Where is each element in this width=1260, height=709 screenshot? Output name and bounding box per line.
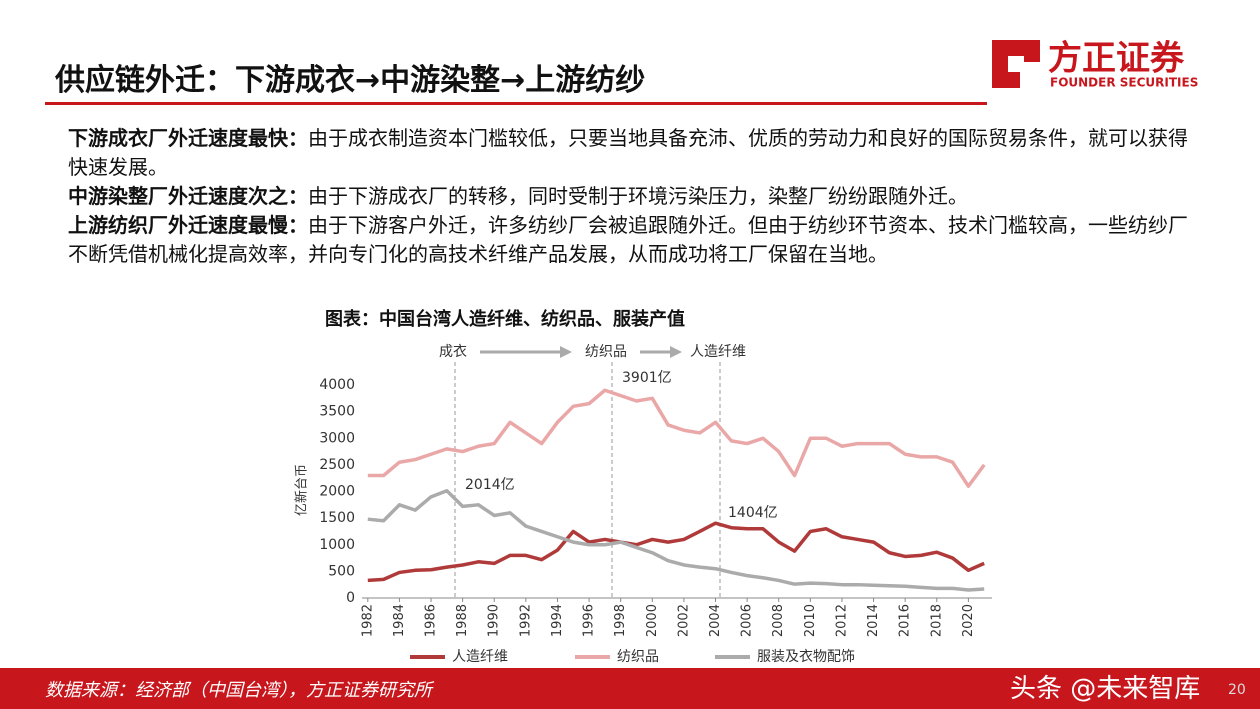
y-tick-label: 3500: [319, 404, 355, 420]
paragraph-text: 由于下游成衣厂的转移，同时受制于环境污染压力，染整厂纷纷跟随外迁。: [308, 184, 968, 208]
series-line: [367, 388, 986, 488]
paragraph-text: 由于下游客户外迁，许多纺纱厂会被追跟随外迁。但由于纺纱环节资本、技术门槛较高，一…: [68, 213, 1188, 266]
y-tick-label: 0: [346, 590, 355, 606]
stage-label: 成衣: [439, 344, 467, 360]
x-tick-label: 2014: [866, 604, 881, 637]
y-tick-label: 3000: [319, 430, 355, 446]
y-tick-label: 2500: [319, 457, 355, 473]
y-tick-label: 2000: [319, 484, 355, 500]
slide-title: 供应链外迁：下游成衣→中游染整→上游纺纱: [55, 63, 646, 98]
y-tick-label: 500: [328, 563, 355, 579]
y-tick-label: 1000: [319, 537, 355, 553]
x-tick-label: 2002: [676, 604, 691, 637]
x-tick-label: 1982: [360, 604, 375, 637]
x-tick-label: 2012: [834, 604, 849, 637]
paragraph: 中游染整厂外迁速度次之：由于下游成衣厂的转移，同时受制于环境污染压力，染整厂纷纷…: [68, 182, 1198, 211]
x-tick-label: 2006: [740, 604, 755, 637]
paragraph-lead: 中游染整厂外迁速度次之：: [68, 184, 308, 208]
stage-label: 人造纤维: [690, 344, 746, 360]
page-number: 20: [1228, 682, 1246, 698]
x-tick-label: 1996: [582, 604, 597, 637]
x-tick-label: 2018: [929, 604, 944, 637]
paragraph: 上游纺织厂外迁速度最慢：由于下游客户外迁，许多纺纱厂会被追跟随外迁。但由于纺纱环…: [68, 211, 1198, 269]
x-tick-label: 2008: [771, 604, 786, 637]
chart-title: 图表：中国台湾人造纤维、纺织品、服装产值: [325, 308, 685, 330]
body-text: 下游成衣厂外迁速度最快：由于成衣制造资本门槛较低，只要当地具备充沛、优质的劳动力…: [68, 124, 1198, 269]
x-tick-label: 2016: [898, 604, 913, 637]
x-tick-label: 1988: [455, 604, 470, 637]
footer-band: 数据来源：经济部（中国台湾），方正证券研究所 头条 @未来智库 20: [0, 668, 1260, 709]
x-tick-label: 1986: [424, 604, 439, 637]
y-tick-label: 1500: [319, 510, 355, 526]
logo-sub: FOUNDER SECURITIES: [1050, 76, 1198, 90]
annotation: 1404亿: [728, 505, 778, 521]
x-tick-label: 1994: [550, 604, 565, 637]
chart: 方正证券 FOUNDER SECURITIES 图表：中国台湾人造纤维、纺织品、…: [294, 39, 1199, 666]
x-tick-label: 2000: [645, 604, 660, 637]
logo-mark: [992, 40, 1040, 88]
logo-name: 方正证券: [1048, 39, 1185, 79]
stage-label: 纺织品: [585, 344, 627, 360]
x-tick-label: 1990: [487, 604, 502, 637]
paragraph: 下游成衣厂外迁速度最快：由于成衣制造资本门槛较低，只要当地具备充沛、优质的劳动力…: [68, 124, 1198, 182]
y-tick-label: 4000: [319, 377, 355, 393]
paragraph-text: 由于成衣制造资本门槛较低，只要当地具备充沛、优质的劳动力和良好的国际贸易条件，就…: [68, 126, 1188, 179]
paragraph-lead: 上游纺织厂外迁速度最慢：: [68, 213, 308, 237]
source-note: 数据来源：经济部（中国台湾），方正证券研究所: [45, 680, 432, 701]
annotation: 3901亿: [622, 370, 672, 386]
x-tick-label: 1992: [518, 604, 533, 637]
watermark: 头条 @未来智库: [1010, 674, 1201, 704]
paragraph-lead: 下游成衣厂外迁速度最快：: [68, 126, 308, 150]
series-line: [367, 489, 985, 592]
annotation: 2014亿: [465, 477, 515, 493]
legend-label: 纺织品: [617, 649, 659, 665]
legend-label: 人造纤维: [452, 649, 508, 665]
title-rule: [45, 102, 987, 105]
x-tick-label: 1998: [613, 604, 628, 637]
stage-arrow-head: [560, 346, 572, 358]
x-tick-label: 2010: [803, 604, 818, 637]
y-axis-label: 亿新台币: [294, 464, 310, 516]
x-tick-label: 2020: [961, 604, 976, 637]
series-line: [367, 521, 985, 583]
x-tick-label: 1984: [392, 604, 407, 637]
x-tick-label: 2004: [708, 604, 723, 637]
legend-label: 服装及衣物配饰: [757, 649, 855, 665]
stage-arrow-head: [670, 346, 682, 358]
